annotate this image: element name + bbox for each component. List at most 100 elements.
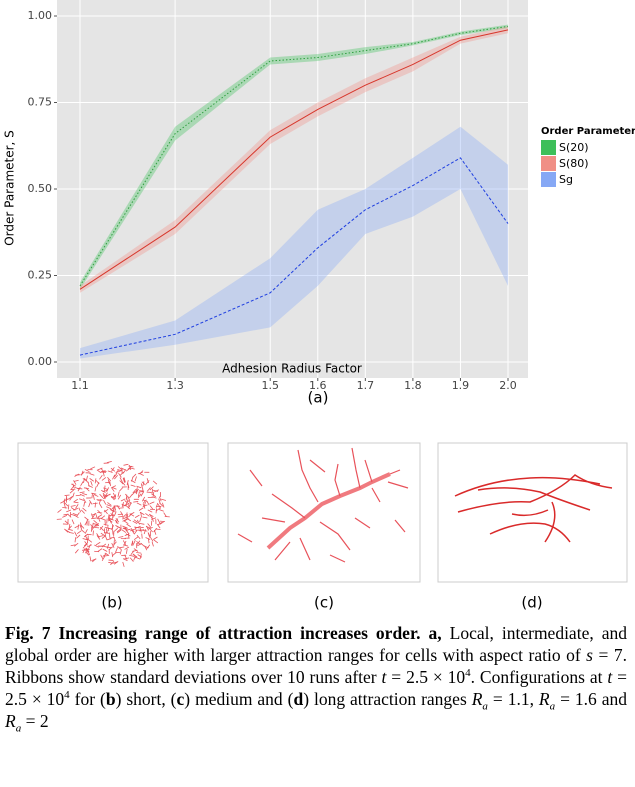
filament [92,512,96,518]
filament [136,502,142,506]
filament [151,517,157,520]
filament [139,553,142,559]
filament [97,467,103,471]
filament [70,485,75,491]
filament [66,509,72,513]
x-tick-label: 2.0 [499,379,517,392]
ribbon [412,36,461,72]
filament [57,509,62,513]
filament [96,535,101,540]
x-tick-label: 1.1 [71,379,89,392]
filament [133,555,136,561]
filament [127,465,132,470]
filament [107,514,110,520]
filament [96,469,102,474]
caption-text: R [538,689,550,709]
filament [98,535,104,538]
filament [101,477,107,481]
filament [145,480,150,485]
filament [152,480,158,485]
filament [120,467,126,471]
filament [84,541,88,546]
filament [99,493,104,499]
filament [108,515,111,521]
filament [149,486,154,491]
filament [70,513,76,517]
filament [70,507,76,511]
filament [151,541,154,547]
filament [157,518,161,524]
filament [102,471,105,477]
filament [157,521,163,526]
filament [107,477,111,482]
filament [83,487,89,490]
filament [135,556,141,560]
caption-text: = 1.1, [487,689,539,709]
filament [102,548,108,552]
filament [110,561,115,566]
filament [82,544,87,549]
legend-title: Order Parameter [541,126,635,137]
caption-text: a [482,700,488,713]
filament [94,486,97,492]
filament [123,477,126,483]
filament [84,529,88,534]
filament [122,561,125,567]
filament [90,480,93,486]
filament [149,536,154,542]
filament [149,505,154,510]
filament [126,523,131,528]
filament [119,546,125,549]
filament [91,558,97,563]
filament [86,475,88,481]
filament [124,500,129,504]
filament [130,484,136,487]
filament [117,491,120,497]
filament [139,517,142,523]
filament [119,477,123,482]
filament [159,496,162,502]
filament [126,496,128,503]
filament [79,522,83,528]
filament [118,473,122,478]
filament [158,498,161,504]
filament [141,496,146,502]
filament [111,525,115,530]
x-tick-label: 1.6 [309,379,327,392]
filament [159,521,165,525]
filament [135,487,138,493]
filament [78,507,82,513]
filament [122,516,128,520]
filament [127,496,131,502]
filament [145,537,151,540]
filament [130,540,134,546]
filament [151,516,154,522]
filament [132,520,138,524]
filament [64,502,69,507]
filament [89,556,92,562]
filament [129,554,135,557]
filament [122,540,127,545]
filament [115,547,118,553]
filament [148,527,153,533]
caption-text: 4 [465,667,471,680]
filament [106,538,112,541]
series-line [79,25,509,287]
filament [124,557,130,560]
filament [73,479,79,482]
filament [101,556,105,561]
filament [107,518,113,523]
filament [102,494,106,500]
filament [125,467,131,472]
filament [125,512,128,518]
grid [57,0,528,378]
filament [152,491,155,497]
filament [77,524,80,530]
filament [147,532,151,538]
filament [118,515,124,518]
filament [107,470,113,473]
filament [80,529,86,533]
filament [113,511,117,517]
caption-text: . Configurations at [470,667,608,687]
filament [95,479,100,485]
